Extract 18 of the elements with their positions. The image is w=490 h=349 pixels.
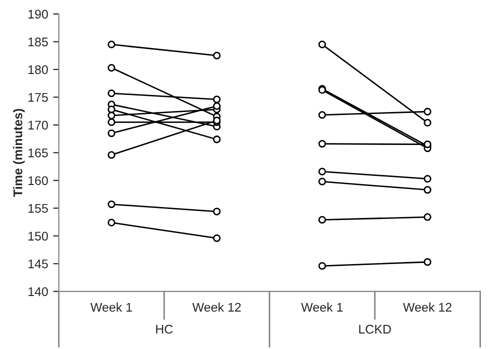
y-tick-label: 180	[28, 65, 48, 74]
y-tick-label: 190	[28, 10, 48, 19]
text: HC	[156, 324, 173, 334]
y-tick-label: 170	[28, 120, 48, 130]
x-tick-label: Week 12	[192, 302, 241, 312]
y-tick-label: 150	[28, 232, 48, 241]
y-axis-title: Time (minutes)	[13, 108, 25, 197]
x-tick-label: Week 1	[301, 302, 343, 312]
y-tick-label: 145	[28, 260, 48, 268]
y-tick-label: 175	[28, 93, 48, 102]
x-tick-label: Week 12	[403, 302, 452, 312]
text: LCKD	[359, 324, 391, 334]
y-tick-label: 185	[28, 38, 48, 46]
y-tick-label: 160	[28, 176, 48, 186]
y-tick-label: 165	[28, 148, 48, 158]
y-tick-label: 155	[28, 204, 48, 213]
y-tick-label: 140	[28, 287, 48, 296]
x-tick-label: Week 1	[90, 302, 132, 312]
